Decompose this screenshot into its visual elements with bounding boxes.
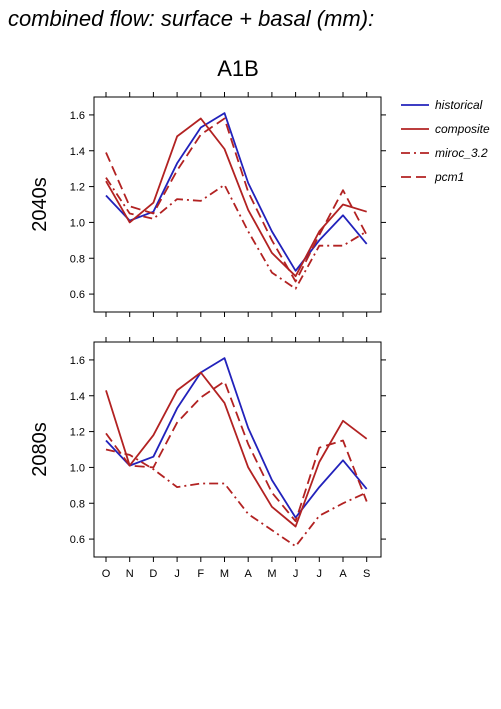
y-tick-label: 1.2 xyxy=(70,182,85,194)
y-tick-label: 1.0 xyxy=(70,217,85,229)
y-tick-label: 0.6 xyxy=(70,289,85,301)
x-tick-label: M xyxy=(267,568,276,580)
x-tick-label: J xyxy=(293,568,299,580)
series-line-pcm1 xyxy=(105,380,368,523)
series-line-miroc-3-2 xyxy=(105,177,368,290)
y-tick-label: 1.6 xyxy=(70,355,85,367)
panel-2080s: 0.6 0.8 1.0 1.2 1.4 1.6 2080s xyxy=(29,337,386,562)
panel-frame xyxy=(93,96,382,313)
y-tick-label: 0.8 xyxy=(70,498,85,510)
x-tick-label: J xyxy=(317,568,323,580)
x-tick-label: O xyxy=(102,568,111,580)
y-tick-label: 0.8 xyxy=(70,253,85,265)
legend: historical composite miroc_3.2 pcm1 xyxy=(401,98,490,184)
y-axis-label: 2080s xyxy=(29,422,51,477)
legend-entry: composite xyxy=(435,122,490,136)
series-line-composite xyxy=(105,371,368,528)
y-tick-label: 1.2 xyxy=(70,427,85,439)
y-axis-label: 2040s xyxy=(29,177,51,232)
y-tick-label: 0.6 xyxy=(70,534,85,546)
x-tick-label: F xyxy=(197,568,204,580)
panel-frame xyxy=(93,341,382,558)
x-tick-label: S xyxy=(363,568,370,580)
series-line-composite xyxy=(105,117,367,278)
series-line-miroc-3-2 xyxy=(105,448,368,548)
page-title: combined flow: surface + basal (mm): xyxy=(8,6,375,31)
series-line-pcm1 xyxy=(105,117,368,283)
x-tick-label: A xyxy=(339,568,347,580)
series-line-historical xyxy=(105,357,368,519)
y-tick-label: 1.4 xyxy=(70,391,85,403)
x-tick-label: J xyxy=(174,568,180,580)
legend-entry: pcm1 xyxy=(434,170,464,184)
y-tick-label: 1.4 xyxy=(70,146,85,158)
y-tick-label: 1.6 xyxy=(70,110,85,122)
x-tick-label: A xyxy=(245,568,253,580)
legend-entry: historical xyxy=(435,98,483,112)
y-tick-label: 1.0 xyxy=(70,462,85,474)
panel-2040s: 0.6 0.8 1.0 1.2 1.4 1.6 2040s xyxy=(29,92,386,317)
legend-entry: miroc_3.2 xyxy=(435,146,488,160)
series-line-historical xyxy=(105,112,368,272)
x-tick-label: N xyxy=(126,568,134,580)
x-tick-label: M xyxy=(220,568,229,580)
scenario-title: A1B xyxy=(217,56,259,81)
x-tick-label: D xyxy=(149,568,157,580)
